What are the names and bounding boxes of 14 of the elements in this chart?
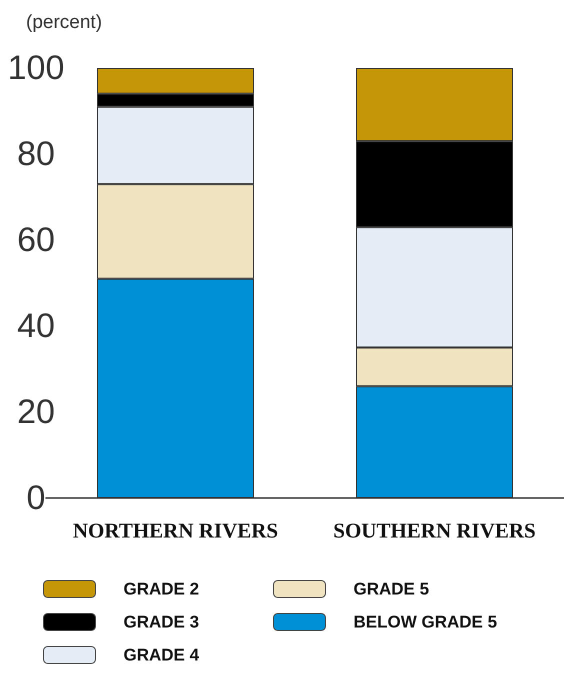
x-tick-label: NORTHERN RIVERS [72,518,278,542]
x-tick-label: SOUTHERN RIVERS [333,518,536,542]
y-tick-label: 40 [17,307,55,345]
y-tick-label: 80 [17,135,55,173]
legend-label: BELOW GRADE 5 [354,612,498,632]
y-tick-label: 20 [17,393,55,431]
y-tick-label: 60 [17,221,55,259]
legend-label: GRADE 2 [124,580,200,598]
y-tick-label: 0 [26,479,46,517]
legend-label: GRADE 3 [124,612,200,632]
y-tick-label: 100 [8,49,64,87]
legend-label: GRADE 5 [354,580,430,598]
legend-label: GRADE 4 [124,646,200,664]
y-axis-title: (percent) [26,12,102,33]
